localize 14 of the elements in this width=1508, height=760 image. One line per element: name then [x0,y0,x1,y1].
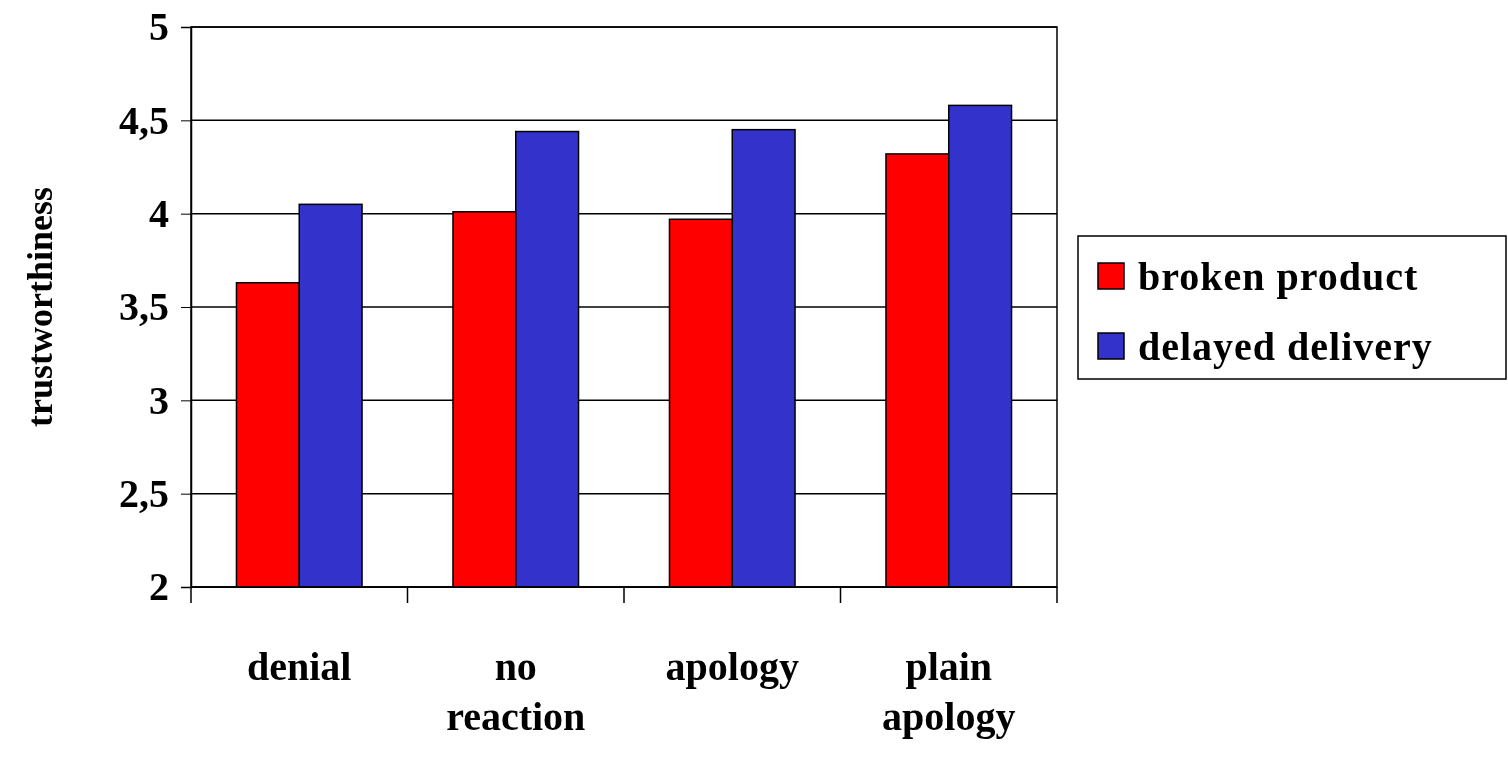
y-axis-title: trustworthiness [20,187,60,427]
y-tick-label: 3,5 [119,284,169,330]
legend-label: delayed delivery [1138,324,1433,369]
y-tick-label: 4,5 [119,97,169,143]
x-tick-label: denial [247,644,352,689]
x-tick-label: plain apology [882,644,1016,739]
x-tick-label: apology [665,644,799,689]
x-tick-label: no reaction [446,644,586,739]
y-tick-label: 2 [149,564,169,610]
legend-label: broken product [1138,254,1419,299]
y-tick-label: 5 [149,4,169,50]
y-tick-label: 2,5 [119,470,169,516]
y-tick-label: 3 [149,377,169,423]
y-tick-label: 4 [149,190,169,236]
